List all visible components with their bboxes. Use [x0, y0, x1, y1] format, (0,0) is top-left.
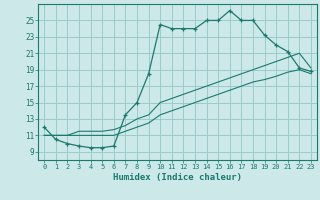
X-axis label: Humidex (Indice chaleur): Humidex (Indice chaleur)	[113, 173, 242, 182]
